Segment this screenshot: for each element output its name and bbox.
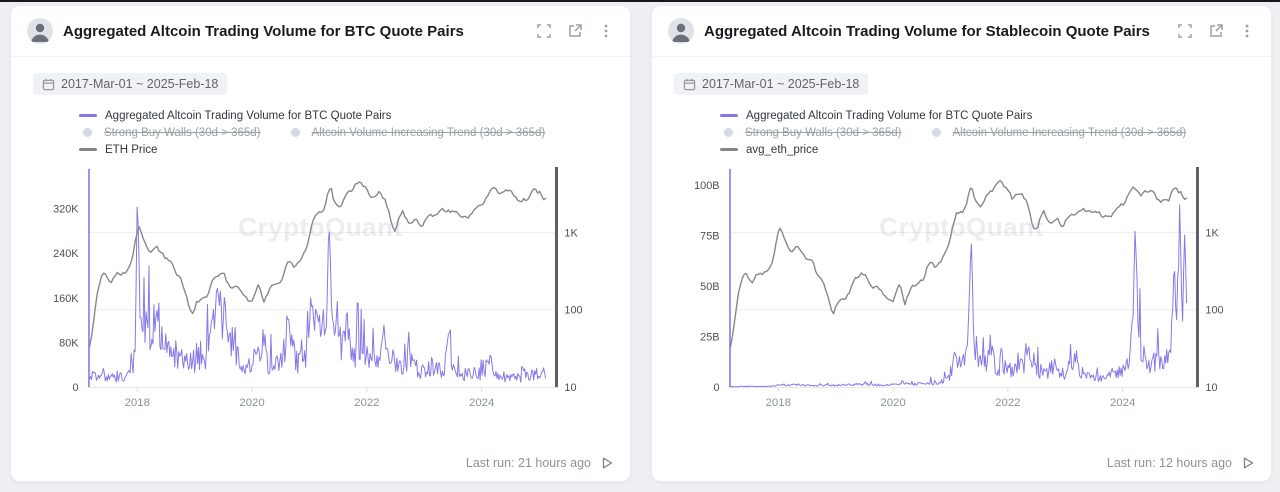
chart-canvas[interactable]: 2018 2020 2022 2024 0 80K 160K 240K 320K 10 100 1K [27, 161, 614, 417]
svg-text:2020: 2020 [239, 396, 264, 408]
svg-text:240K: 240K [53, 248, 79, 260]
legend-item[interactable]: Strong Buy Walls (30d > 365d) [720, 126, 902, 140]
legend-label: Strong Buy Walls (30d > 365d) [104, 126, 261, 139]
chart-area: CryptoQuant 2018 2020 2022 2024 0 80K 160K 240K… [27, 161, 614, 417]
legend-row: Strong Buy Walls (30d > 365d) Altcoin Vol… [79, 126, 614, 140]
legend-row: Aggregated Altcoin Trading Volume for BT… [79, 109, 614, 123]
open-external-button[interactable] [563, 19, 587, 43]
legend-item[interactable]: ETH Price [79, 143, 157, 157]
legend-line-swatch [79, 114, 97, 117]
legend-line-swatch [720, 114, 738, 117]
panel-header: Aggregated Altcoin Trading Volume for BT… [11, 6, 630, 57]
run-button[interactable] [1241, 456, 1255, 470]
svg-text:100: 100 [1205, 304, 1223, 316]
legend-item[interactable]: Aggregated Altcoin Trading Volume for BT… [720, 109, 1032, 123]
svg-text:25B: 25B [700, 331, 719, 343]
panel-title: Aggregated Altcoin Trading Volume for St… [704, 22, 1150, 40]
fullscreen-button[interactable] [1173, 19, 1197, 43]
svg-text:10: 10 [564, 382, 576, 394]
run-button[interactable] [600, 456, 614, 470]
play-icon [1243, 457, 1254, 469]
more-menu-button[interactable] [594, 19, 618, 43]
legend-label: Altcoin Volume Increasing Trend (30d > 3… [952, 126, 1187, 139]
svg-text:2020: 2020 [880, 396, 905, 408]
play-icon [602, 457, 613, 469]
svg-text:1K: 1K [1205, 227, 1219, 239]
panel-body: 2017-Mar-01 ~ 2025-Feb-18 Aggregated Alt… [11, 57, 630, 416]
legend-label: Aggregated Altcoin Trading Volume for BT… [105, 109, 392, 122]
last-run-label: Last run: 12 hours ago [1106, 456, 1232, 470]
more-menu-button[interactable] [1235, 19, 1259, 43]
svg-text:50B: 50B [700, 281, 719, 293]
legend-item[interactable]: avg_eth_price [720, 143, 818, 157]
svg-text:160K: 160K [53, 292, 79, 304]
legend-item[interactable]: Aggregated Altcoin Trading Volume for BT… [79, 109, 391, 123]
panel-body: 2017-Mar-01 ~ 2025-Feb-18 Aggregated Alt… [652, 57, 1271, 416]
legend-row: Aggregated Altcoin Trading Volume for BT… [720, 109, 1255, 123]
header-actions [532, 19, 618, 43]
legend-line-swatch [79, 148, 97, 151]
calendar-icon [42, 78, 55, 90]
legend-item[interactable]: Strong Buy Walls (30d > 365d) [79, 126, 261, 140]
svg-text:100B: 100B [694, 180, 719, 192]
panel-footer: Last run: 12 hours ago [1107, 456, 1255, 470]
legend: Aggregated Altcoin Trading Volume for BT… [720, 109, 1255, 157]
chart-canvas[interactable]: 2018 2020 2022 2024 0 25B 50B 75B 100B 10 100 1K [668, 161, 1255, 417]
legend: Aggregated Altcoin Trading Volume for BT… [79, 109, 614, 157]
header-actions [1173, 19, 1259, 43]
svg-text:2018: 2018 [766, 396, 791, 408]
svg-text:1K: 1K [564, 227, 578, 239]
legend-label: avg_eth_price [746, 143, 819, 156]
legend-label: Strong Buy Walls (30d > 365d) [745, 126, 902, 139]
chart-panel-btc: Aggregated Altcoin Trading Volume for BT… [10, 5, 631, 482]
chart-area: CryptoQuant 2018 2020 2022 2024 0 25B 50B 75B 10… [668, 161, 1255, 417]
legend-label: Aggregated Altcoin Trading Volume for BT… [746, 109, 1033, 122]
svg-text:10: 10 [1205, 382, 1217, 394]
dashboard: Aggregated Altcoin Trading Volume for BT… [0, 2, 1280, 482]
date-range-label: 2017-Mar-01 ~ 2025-Feb-18 [702, 77, 860, 91]
date-range-label: 2017-Mar-01 ~ 2025-Feb-18 [61, 77, 219, 91]
legend-label: ETH Price [105, 143, 158, 156]
fullscreen-button[interactable] [532, 19, 556, 43]
svg-text:2022: 2022 [995, 396, 1020, 408]
open-external-button[interactable] [1204, 19, 1228, 43]
avatar[interactable] [668, 18, 694, 44]
svg-text:2022: 2022 [354, 396, 379, 408]
legend-row: ETH Price [79, 143, 614, 157]
legend-dot-swatch [724, 128, 733, 137]
panel-footer: Last run: 21 hours ago [466, 456, 614, 470]
date-range-chip[interactable]: 2017-Mar-01 ~ 2025-Feb-18 [33, 73, 228, 95]
panel-title: Aggregated Altcoin Trading Volume for BT… [63, 22, 464, 40]
legend-row: Strong Buy Walls (30d > 365d) Altcoin Vol… [720, 126, 1255, 140]
svg-text:0: 0 [714, 382, 720, 394]
legend-item[interactable]: Altcoin Volume Increasing Trend (30d > 3… [287, 126, 546, 140]
svg-text:100: 100 [564, 304, 582, 316]
svg-text:2024: 2024 [1110, 396, 1135, 408]
svg-text:0: 0 [73, 382, 79, 394]
svg-text:80K: 80K [59, 337, 79, 349]
legend-dot-swatch [931, 128, 941, 137]
legend-dot-swatch [290, 128, 300, 137]
legend-dot-swatch [83, 128, 92, 137]
calendar-icon [683, 78, 696, 90]
legend-line-swatch [720, 148, 738, 151]
window-top-edge [0, 0, 1280, 2]
date-range-chip[interactable]: 2017-Mar-01 ~ 2025-Feb-18 [674, 73, 869, 95]
svg-text:2024: 2024 [469, 396, 494, 408]
legend-label: Altcoin Volume Increasing Trend (30d > 3… [311, 126, 546, 139]
panel-header: Aggregated Altcoin Trading Volume for St… [652, 6, 1271, 57]
svg-text:320K: 320K [53, 203, 79, 215]
chart-panel-stablecoin: Aggregated Altcoin Trading Volume for St… [651, 5, 1272, 482]
svg-text:2018: 2018 [125, 396, 150, 408]
legend-row: avg_eth_price [720, 143, 1255, 157]
avatar[interactable] [27, 18, 53, 44]
svg-text:75B: 75B [700, 230, 719, 242]
legend-item[interactable]: Altcoin Volume Increasing Trend (30d > 3… [928, 126, 1187, 140]
last-run-label: Last run: 21 hours ago [465, 456, 591, 470]
